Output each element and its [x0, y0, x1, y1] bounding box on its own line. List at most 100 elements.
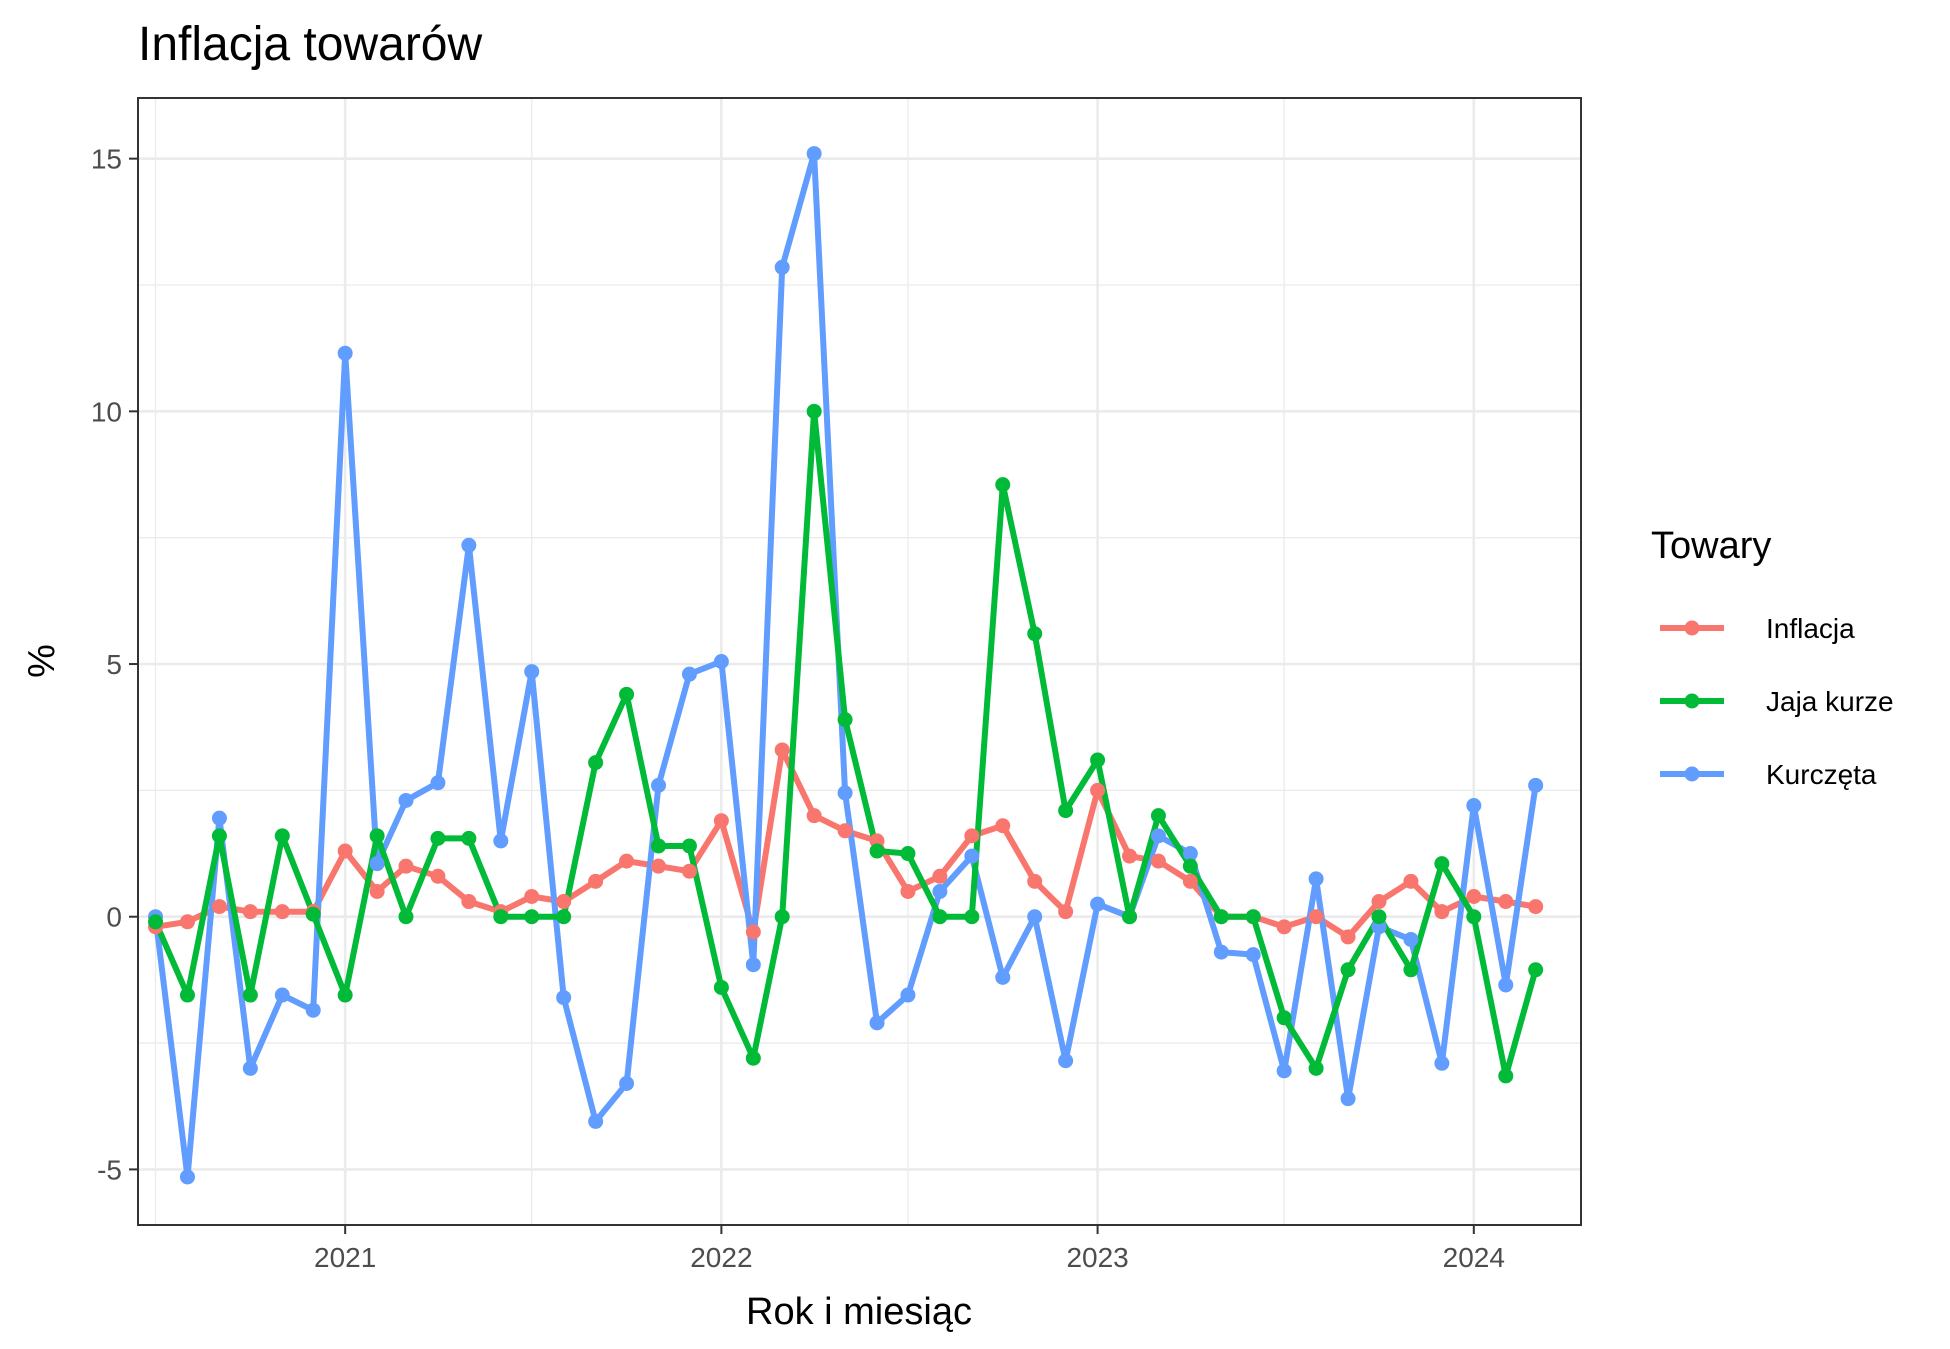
data-point-series-2	[398, 792, 414, 808]
data-point-series-0	[337, 843, 353, 859]
data-point-series-2	[461, 537, 477, 553]
y-axis-title: %	[21, 644, 63, 678]
data-point-series-1	[806, 403, 822, 419]
data-point-series-0	[1434, 904, 1450, 920]
legend: Towary Inflacja Jaja kurze Kurczęta	[1651, 525, 1894, 790]
data-point-series-0	[745, 924, 761, 940]
data-point-series-2	[211, 810, 227, 826]
panel-border	[137, 97, 1582, 1226]
legend-items: Inflacja Jaja kurze Kurczęta	[1660, 613, 1894, 790]
series-points	[148, 146, 1544, 1185]
data-point-series-2	[588, 1113, 604, 1129]
data-point-series-1	[1528, 962, 1544, 978]
x-tick-label: 2024	[1443, 1242, 1505, 1273]
data-point-series-1	[461, 830, 477, 846]
data-point-series-0	[774, 742, 790, 758]
data-point-series-1	[211, 828, 227, 844]
data-point-series-2	[493, 833, 509, 849]
data-point-series-1	[837, 712, 853, 728]
data-point-series-2	[556, 990, 572, 1006]
data-point-series-1	[1466, 909, 1482, 925]
data-point-series-2	[524, 664, 540, 680]
data-point-series-1	[493, 909, 509, 925]
data-point-series-2	[430, 775, 446, 791]
chart-title: Inflacja towarów	[138, 18, 482, 71]
data-point-series-1	[713, 979, 729, 995]
data-point-series-0	[1058, 904, 1074, 920]
x-tick-label: 2021	[314, 1242, 376, 1273]
data-point-series-0	[398, 858, 414, 874]
data-point-series-2	[274, 987, 290, 1003]
data-point-series-2	[745, 957, 761, 973]
data-point-series-2	[932, 883, 948, 899]
x-axis: 2021 2022 2023 2024	[314, 1225, 1505, 1273]
data-point-series-2	[1058, 1053, 1074, 1069]
data-point-series-0	[1276, 919, 1292, 935]
data-point-series-1	[1434, 856, 1450, 872]
data-point-series-2	[1276, 1063, 1292, 1079]
panel-background	[138, 98, 1581, 1225]
y-tick-label: 10	[91, 396, 122, 427]
y-tick-label: 0	[106, 902, 122, 933]
data-point-series-0	[1466, 889, 1482, 905]
data-point-series-1	[242, 987, 258, 1003]
major-gridlines	[138, 98, 1581, 1225]
data-point-series-1	[1150, 808, 1166, 824]
data-point-series-2	[337, 345, 353, 361]
data-point-series-1	[900, 846, 916, 862]
data-point-series-1	[430, 830, 446, 846]
data-point-series-1	[1058, 803, 1074, 819]
legend-label: Inflacja	[1766, 613, 1855, 644]
data-point-series-0	[274, 904, 290, 920]
legend-label: Jaja kurze	[1766, 686, 1894, 717]
data-point-series-0	[932, 868, 948, 884]
data-point-series-1	[148, 914, 164, 930]
data-point-series-1	[1090, 752, 1106, 768]
legend-key-point	[1684, 693, 1700, 709]
data-point-series-1	[995, 477, 1011, 493]
data-point-series-1	[1027, 626, 1043, 642]
data-point-series-2	[995, 969, 1011, 985]
x-axis-title: Rok i miesiąc	[746, 1291, 972, 1333]
data-point-series-1	[1276, 1010, 1292, 1026]
data-point-series-1	[588, 755, 604, 771]
data-point-series-0	[1403, 873, 1419, 889]
data-point-series-2	[837, 785, 853, 801]
legend-label: Kurczęta	[1766, 759, 1877, 790]
data-point-series-1	[932, 909, 948, 925]
data-point-series-0	[1308, 909, 1324, 925]
data-point-series-0	[964, 828, 980, 844]
data-point-series-1	[774, 909, 790, 925]
data-point-series-0	[619, 853, 635, 869]
data-point-series-1	[1498, 1068, 1514, 1084]
data-point-series-2	[681, 666, 697, 682]
data-point-series-0	[995, 818, 1011, 834]
data-point-series-0	[461, 894, 477, 910]
x-tick-label: 2022	[690, 1242, 752, 1273]
data-point-series-2	[1182, 846, 1198, 862]
data-point-series-0	[713, 813, 729, 829]
data-point-series-1	[651, 838, 667, 854]
data-point-series-0	[651, 858, 667, 874]
data-point-series-0	[1122, 848, 1138, 864]
data-point-series-0	[1340, 929, 1356, 945]
data-point-series-2	[1340, 1091, 1356, 1107]
data-point-series-0	[242, 904, 258, 920]
data-point-series-2	[1245, 947, 1261, 963]
data-point-series-0	[524, 889, 540, 905]
legend-key-point	[1684, 766, 1700, 782]
legend-title: Towary	[1651, 525, 1771, 567]
data-point-series-2	[1466, 798, 1482, 814]
data-point-series-2	[179, 1169, 195, 1185]
data-point-series-2	[806, 146, 822, 162]
data-point-series-1	[398, 909, 414, 925]
data-point-series-2	[305, 1002, 321, 1018]
data-point-series-2	[1027, 909, 1043, 925]
data-point-series-0	[1027, 873, 1043, 889]
data-point-series-1	[524, 909, 540, 925]
data-point-series-1	[745, 1050, 761, 1066]
data-point-series-0	[369, 883, 385, 899]
data-point-series-0	[1090, 782, 1106, 798]
data-point-series-1	[305, 906, 321, 922]
